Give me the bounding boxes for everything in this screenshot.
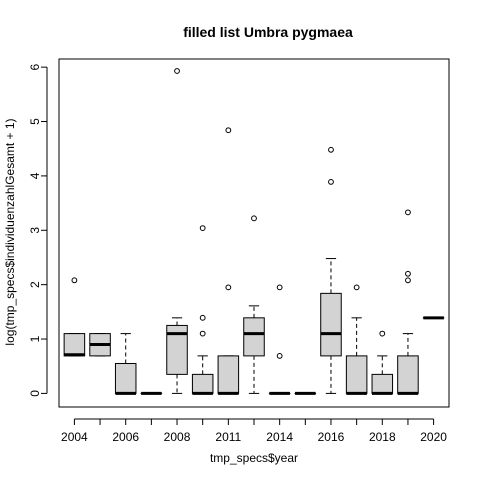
chart-title: filled list Umbra pygmaea — [183, 24, 353, 40]
x-tick-label: 2006 — [112, 430, 139, 444]
outlier-point — [379, 330, 386, 337]
box-2013 — [243, 215, 265, 394]
outlier-point — [199, 225, 206, 232]
outlier-point — [353, 284, 360, 291]
x-axis-label: tmp_specs$year — [210, 451, 298, 465]
outlier-point — [405, 270, 411, 277]
outlier-point — [405, 209, 411, 216]
y-tick-label: 6 — [28, 64, 42, 71]
outlier-point — [199, 314, 206, 321]
y-axis-label: log(tmp_specs$individuenzahlGesamt + 1) — [3, 118, 17, 345]
box-2006 — [114, 333, 137, 395]
y-tick-label: 3 — [28, 227, 42, 234]
y-axis: 0 1 2 3 4 5 6 — [28, 64, 48, 397]
x-tick-label: 2011 — [215, 430, 241, 444]
y-tick-label: 4 — [28, 172, 42, 179]
x-tick-label: 2016 — [318, 430, 345, 444]
box-iqr — [397, 355, 419, 394]
y-tick-label: 5 — [28, 118, 42, 125]
x-tick-label: 2018 — [369, 430, 396, 444]
x-tick-label: 2004 — [61, 430, 88, 444]
plot-frame — [58, 58, 450, 408]
outlier-point — [405, 277, 411, 284]
box-iqr — [63, 333, 86, 357]
x-tick-label: 2014 — [266, 430, 293, 444]
box-iqr — [371, 373, 394, 394]
box-2016 — [320, 146, 342, 394]
outlier-point — [276, 352, 283, 359]
boxes-layer — [63, 68, 445, 395]
outlier-point — [71, 277, 78, 284]
box-2008 — [166, 68, 188, 394]
y-tick-label: 0 — [28, 390, 42, 397]
outlier-point — [276, 284, 283, 291]
box-iqr — [243, 317, 265, 357]
outlier-point — [328, 146, 334, 153]
outlier-point — [251, 215, 257, 222]
outlier-point — [199, 330, 206, 337]
box-iqr — [345, 355, 368, 394]
box-2017 — [345, 284, 368, 395]
box-2004 — [63, 277, 86, 357]
box-iqr — [114, 363, 137, 394]
outlier-point — [328, 178, 334, 185]
box-iqr — [166, 324, 188, 375]
x-axis: 2004 2006 2008 2011 2014 2016 2018 2020 — [61, 418, 447, 444]
y-tick-label: 2 — [28, 281, 42, 288]
box-iqr — [320, 292, 342, 357]
box-iqr — [217, 355, 240, 394]
x-tick-label: 2008 — [164, 430, 191, 444]
outlier-point — [225, 284, 232, 291]
box-2011 — [217, 127, 240, 395]
outlier-point — [174, 68, 180, 74]
box-2019 — [397, 209, 419, 395]
box-2005 — [89, 333, 111, 357]
box-2018 — [371, 330, 394, 395]
x-tick-label: 2020 — [420, 430, 447, 444]
box-2014 — [268, 284, 291, 395]
box-2009 — [191, 225, 214, 395]
y-tick-label: 1 — [28, 335, 42, 342]
box-iqr — [191, 373, 214, 394]
outlier-point — [225, 127, 232, 134]
